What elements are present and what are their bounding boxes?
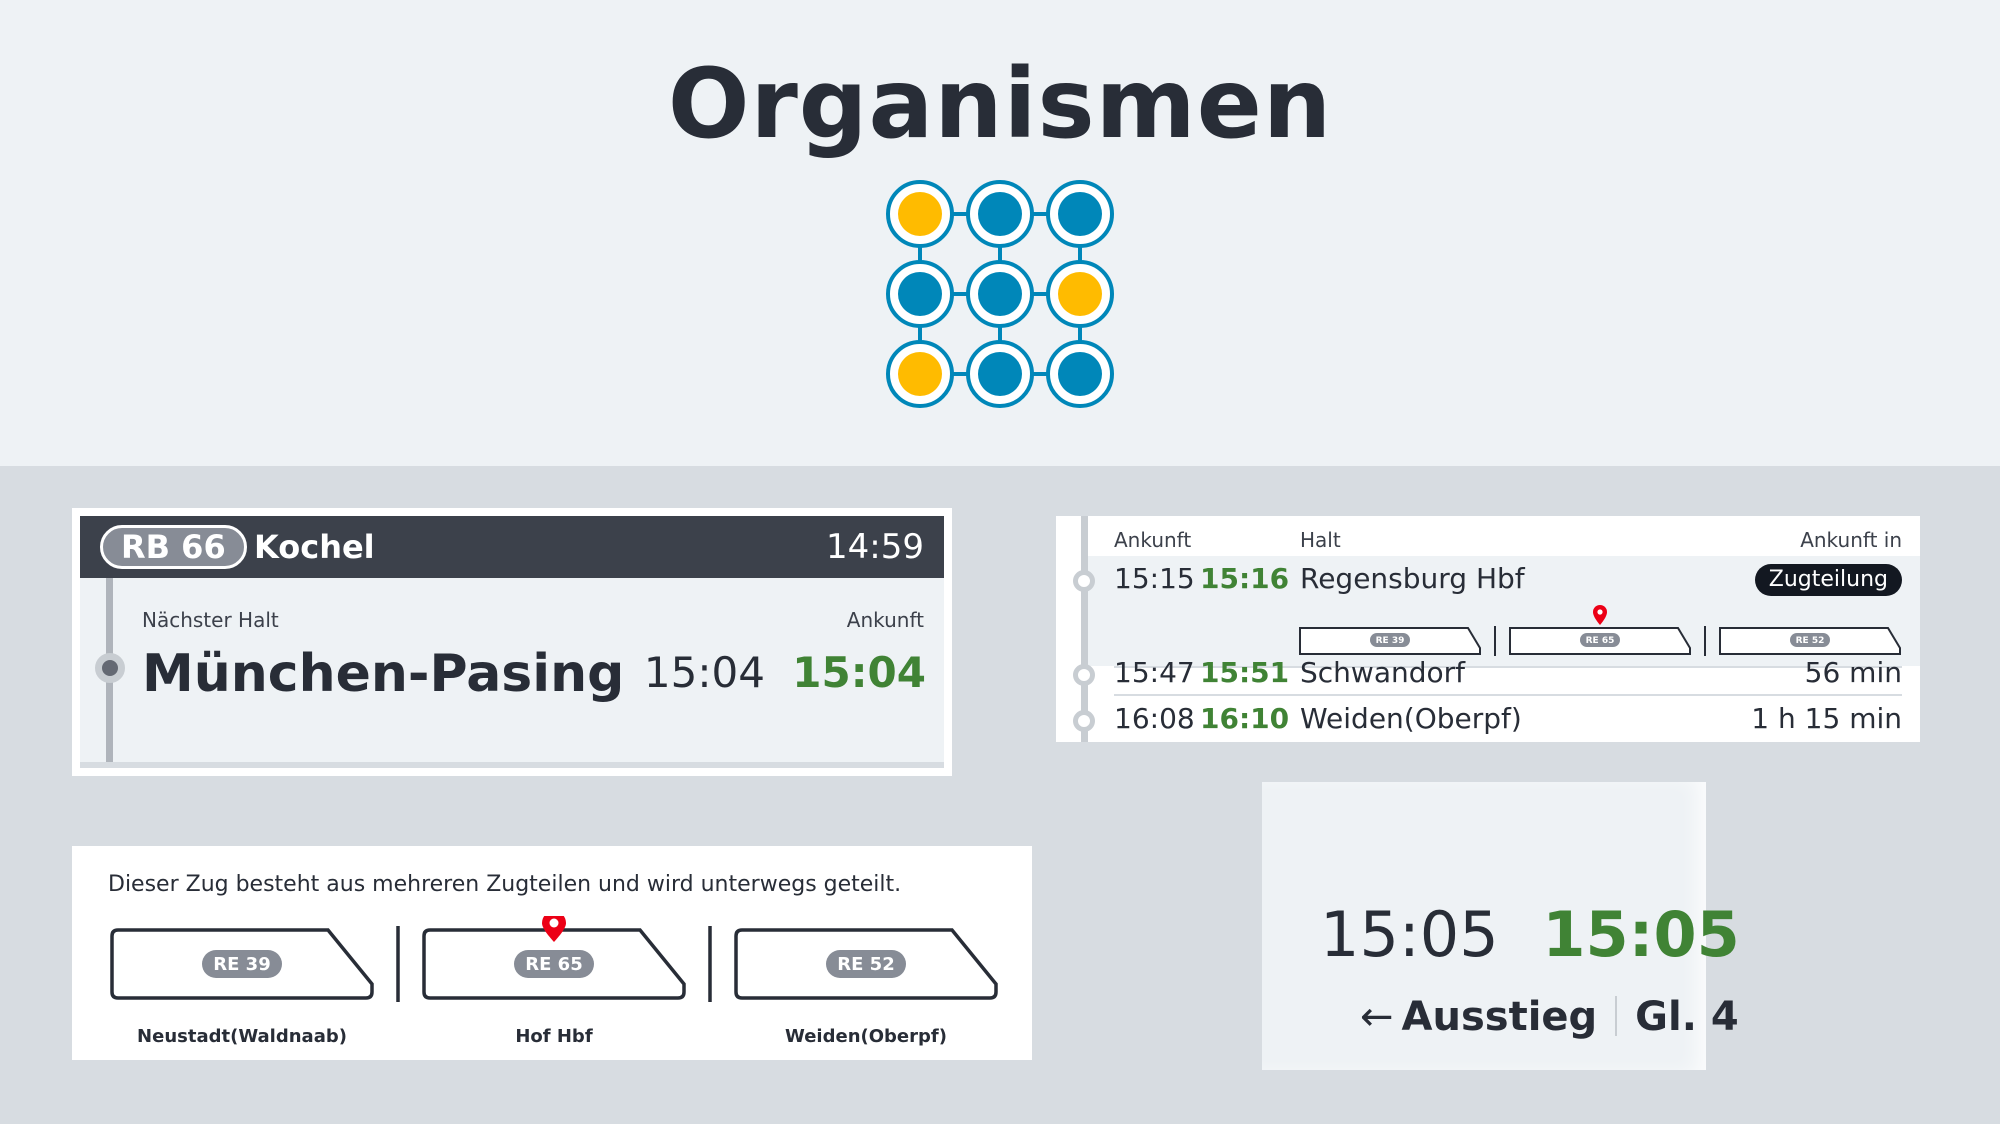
- logo-node-blue: [978, 352, 1022, 396]
- row2-actual: 15:51: [1200, 656, 1290, 689]
- clock: 14:59: [826, 527, 924, 567]
- logo-node-blue: [1058, 352, 1102, 396]
- route-rail: [1081, 516, 1088, 742]
- stop-dot-icon: [1073, 664, 1095, 686]
- train-parts-diagram: RE 39 RE 65 RE 52: [110, 916, 998, 1002]
- header-arrival: Ankunft: [1114, 528, 1192, 552]
- train-parts-mini: RE 39 RE 65 RE 52: [1299, 605, 1901, 656]
- arrival-planned: 15:04: [643, 648, 765, 697]
- arrival-actual: 15:04: [792, 648, 926, 697]
- row3-planned: 16:08: [1114, 702, 1195, 735]
- mini-part-3-label: RE 52: [1796, 636, 1825, 646]
- arrow-left-icon: ←: [1360, 994, 1394, 1040]
- row-divider: [1114, 666, 1902, 668]
- exit-planned: 15:05: [1320, 898, 1499, 971]
- row2-arrival-in: 56 min: [1804, 656, 1902, 689]
- part-2-label: RE 65: [525, 954, 582, 975]
- row1-planned: 15:15: [1114, 562, 1195, 595]
- header-arrival-in: Ankunft in: [1800, 528, 1902, 552]
- line-badge: RB 66: [100, 525, 247, 569]
- divider: [80, 762, 944, 768]
- logo-node-yellow: [1058, 272, 1102, 316]
- logo-node-blue: [978, 272, 1022, 316]
- train-parts-card: Dieser Zug besteht aus mehreren Zugteile…: [72, 846, 1032, 1060]
- part-2-destination: Hof Hbf: [515, 1026, 593, 1047]
- mini-part-2-label: RE 65: [1586, 636, 1615, 646]
- row3-stop: Weiden(Oberpf): [1300, 702, 1522, 735]
- row-divider: [1114, 694, 1902, 696]
- next-stop-body: Nächster Halt Ankunft München-Pasing 15:…: [80, 578, 944, 768]
- location-pin-icon: [542, 916, 566, 942]
- logo-node-blue: [978, 192, 1022, 236]
- logo-node-blue: [898, 272, 942, 316]
- part-3-label: RE 52: [837, 954, 894, 975]
- stop-list-card: Ankunft Halt Ankunft in 15:15 15:16 Rege…: [1056, 516, 1920, 742]
- divider: [1615, 996, 1618, 1036]
- exit-label: Ausstieg: [1401, 994, 1598, 1040]
- page-title: Organismen: [667, 48, 1333, 160]
- row1-actual: 15:16: [1200, 562, 1290, 595]
- logo-node-yellow: [898, 352, 942, 396]
- exit-actual: 15:05: [1542, 898, 1740, 971]
- row1-stop: Regensburg Hbf: [1300, 562, 1525, 595]
- location-pin-icon: [1593, 605, 1607, 625]
- part-1-destination: Neustadt(Waldnaab): [137, 1026, 347, 1047]
- exit-info-card: 15:05 15:05 ← Ausstieg Gl. 4: [1262, 782, 1740, 1070]
- exit-times: 15:05 15:05: [1320, 898, 1740, 971]
- train-parts-info: Dieser Zug besteht aus mehreren Zugteile…: [108, 872, 902, 897]
- destination-label: Kochel: [254, 528, 375, 566]
- header-stop: Halt: [1300, 528, 1341, 552]
- stop-marker-icon: [95, 653, 125, 683]
- part-3-destination: Weiden(Oberpf): [785, 1026, 947, 1047]
- exit-direction: ← Ausstieg Gl. 4: [1360, 994, 1739, 1040]
- track-label: Gl. 4: [1635, 994, 1739, 1040]
- train-split-badge: Zugteilung: [1754, 564, 1902, 596]
- header-section: Organismen: [0, 0, 2000, 466]
- row3-arrival-in: 1 h 15 min: [1751, 702, 1902, 735]
- part-1-label: RE 39: [213, 954, 270, 975]
- organism-grid-icon: [886, 180, 1114, 408]
- row2-planned: 15:47: [1114, 656, 1195, 689]
- next-stop-card: RB 66 Kochel 14:59 Nächster Halt Ankunft…: [72, 508, 952, 776]
- stop-dot-icon: [1073, 710, 1095, 732]
- arrival-times: 15:04 15:04: [644, 648, 926, 697]
- row2-stop: Schwandorf: [1300, 656, 1465, 689]
- stop-dot-icon: [1073, 570, 1095, 592]
- station-name: München-Pasing: [142, 644, 625, 704]
- mini-part-1-label: RE 39: [1376, 636, 1405, 646]
- next-stop-header: RB 66 Kochel 14:59: [80, 516, 944, 578]
- row3-actual: 16:10: [1200, 702, 1290, 735]
- arrival-label: Ankunft: [846, 608, 924, 632]
- next-stop-label: Nächster Halt: [142, 608, 279, 632]
- logo-node-yellow: [898, 192, 942, 236]
- logo-node-blue: [1058, 192, 1102, 236]
